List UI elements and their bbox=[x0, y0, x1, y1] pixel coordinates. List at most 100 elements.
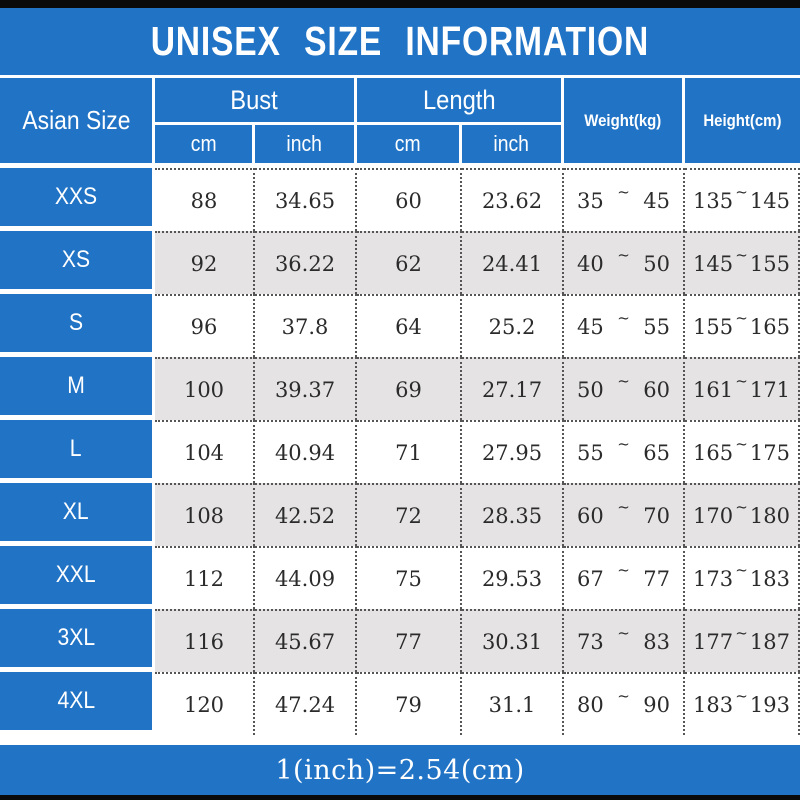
weight-range-cell: 45 ~ 55 bbox=[564, 294, 685, 357]
bust-cm-cell: 96 bbox=[155, 294, 255, 357]
weight-max-value: 70 bbox=[643, 503, 670, 528]
top-black-bar bbox=[0, 0, 800, 8]
length-cm-cell: 69 bbox=[357, 357, 462, 420]
header-bust-inch: inch bbox=[255, 125, 357, 163]
height-range-cell: 170 ~ 180 bbox=[685, 483, 800, 546]
height-range-cell: 135 ~ 145 bbox=[685, 168, 800, 231]
conversion-note: 1(inch)=2.54(cm) bbox=[275, 754, 525, 786]
length-cm-cell: 64 bbox=[357, 294, 462, 357]
table-row: S 96 37.8 64 25.2 45 ~ 55 155 ~ 165 bbox=[0, 294, 800, 357]
size-label: 3XL bbox=[57, 624, 95, 651]
length-inch-cell: 27.95 bbox=[462, 420, 564, 483]
length-inch-cell: 28.35 bbox=[462, 483, 564, 546]
size-cell: 4XL bbox=[0, 672, 155, 735]
size-cell: L bbox=[0, 420, 155, 483]
bust-inch-cell: 40.94 bbox=[255, 420, 357, 483]
table-row: 4XL 120 47.24 79 31.1 80 ~ 90 183 ~ 193 bbox=[0, 672, 800, 735]
weight-max-value: 50 bbox=[643, 251, 670, 276]
size-cell: XL bbox=[0, 483, 155, 546]
tilde-symbol: ~ bbox=[735, 434, 748, 453]
length-inch-cell: 27.17 bbox=[462, 357, 564, 420]
header-bust-cm: cm bbox=[155, 125, 255, 163]
weight-min-value: 40 bbox=[577, 251, 604, 276]
length-inch-cell: 31.1 bbox=[462, 672, 564, 735]
length-cm-cell: 72 bbox=[357, 483, 462, 546]
tilde-symbol: ~ bbox=[735, 371, 748, 390]
header-height-label: Height(cm) bbox=[703, 110, 782, 130]
height-min-value: 173 bbox=[693, 566, 734, 591]
header-asian-size-label: Asian Size bbox=[21, 105, 131, 135]
weight-max-value: 83 bbox=[643, 629, 670, 654]
height-max-value: 183 bbox=[749, 566, 790, 591]
table-row: L 104 40.94 71 27.95 55 ~ 65 165 ~ 175 bbox=[0, 420, 800, 483]
height-max-value: 165 bbox=[749, 314, 790, 339]
height-range-cell: 161 ~ 171 bbox=[685, 357, 800, 420]
size-label: M bbox=[67, 372, 85, 399]
header-bust-inch-label: inch bbox=[286, 131, 323, 156]
header-weight: Weight(kg) bbox=[564, 78, 685, 163]
height-min-value: 170 bbox=[693, 503, 734, 528]
size-label: S bbox=[68, 309, 84, 336]
length-inch-cell: 25.2 bbox=[462, 294, 564, 357]
bust-inch-cell: 34.65 bbox=[255, 168, 357, 231]
table-row: M 100 39.37 69 27.17 50 ~ 60 161 ~ 171 bbox=[0, 357, 800, 420]
height-range-cell: 145 ~ 155 bbox=[685, 231, 800, 294]
table-rows: XXS 88 34.65 60 23.62 35 ~ 45 135 ~ 145 … bbox=[0, 168, 800, 735]
table-row: 3XL 116 45.67 77 30.31 73 ~ 83 177 ~ 187 bbox=[0, 609, 800, 672]
weight-min-value: 35 bbox=[577, 188, 604, 213]
bust-inch-cell: 44.09 bbox=[255, 546, 357, 609]
table-header: Asian Size Bust Length Weight(kg) Height… bbox=[0, 78, 800, 163]
tilde-symbol: ~ bbox=[735, 560, 748, 579]
tilde-symbol: ~ bbox=[617, 623, 630, 642]
height-max-value: 193 bbox=[749, 692, 790, 717]
weight-range-cell: 35 ~ 45 bbox=[564, 168, 685, 231]
header-weight-label: Weight(kg) bbox=[584, 110, 662, 130]
bottom-black-bar bbox=[0, 795, 800, 800]
header-bust-group: Bust bbox=[155, 78, 357, 125]
header-length-cm-label: cm bbox=[395, 131, 421, 156]
bust-inch-cell: 45.67 bbox=[255, 609, 357, 672]
weight-range-cell: 50 ~ 60 bbox=[564, 357, 685, 420]
header-length-inch-label: inch bbox=[493, 131, 530, 156]
size-label: XXL bbox=[56, 561, 96, 588]
tilde-symbol: ~ bbox=[735, 497, 748, 516]
bust-cm-cell: 116 bbox=[155, 609, 255, 672]
table-row: XS 92 36.22 62 24.41 40 ~ 50 145 ~ 155 bbox=[0, 231, 800, 294]
height-max-value: 187 bbox=[749, 629, 790, 654]
weight-range-cell: 67 ~ 77 bbox=[564, 546, 685, 609]
weight-range-cell: 73 ~ 83 bbox=[564, 609, 685, 672]
size-label: XS bbox=[61, 246, 91, 273]
bust-inch-cell: 39.37 bbox=[255, 357, 357, 420]
title-bar: UNISEX SIZE INFORMATION bbox=[0, 8, 800, 78]
weight-min-value: 67 bbox=[577, 566, 604, 591]
table-row: XXL 112 44.09 75 29.53 67 ~ 77 173 ~ 183 bbox=[0, 546, 800, 609]
height-min-value: 145 bbox=[693, 251, 734, 276]
length-cm-cell: 60 bbox=[357, 168, 462, 231]
tilde-symbol: ~ bbox=[735, 308, 748, 327]
size-cell: S bbox=[0, 294, 155, 357]
height-min-value: 183 bbox=[693, 692, 734, 717]
height-min-value: 155 bbox=[693, 314, 734, 339]
length-inch-cell: 30.31 bbox=[462, 609, 564, 672]
footer-bar: 1(inch)=2.54(cm) bbox=[0, 745, 800, 795]
bust-cm-cell: 112 bbox=[155, 546, 255, 609]
header-bust-label: Bust bbox=[230, 84, 279, 115]
header-height: Height(cm) bbox=[685, 78, 800, 163]
tilde-symbol: ~ bbox=[735, 686, 748, 705]
header-length-label: Length bbox=[422, 84, 496, 115]
page-title: UNISEX SIZE INFORMATION bbox=[150, 18, 650, 64]
size-cell: XXL bbox=[0, 546, 155, 609]
length-cm-cell: 62 bbox=[357, 231, 462, 294]
header-asian-size: Asian Size bbox=[0, 78, 155, 163]
height-max-value: 171 bbox=[749, 377, 790, 402]
height-min-value: 135 bbox=[693, 188, 734, 213]
tilde-symbol: ~ bbox=[735, 623, 748, 642]
size-cell: XS bbox=[0, 231, 155, 294]
weight-min-value: 80 bbox=[577, 692, 604, 717]
size-label: XXS bbox=[54, 183, 98, 210]
height-range-cell: 183 ~ 193 bbox=[685, 672, 800, 735]
header-body-divider bbox=[0, 163, 800, 168]
height-min-value: 165 bbox=[693, 440, 734, 465]
height-min-value: 177 bbox=[693, 629, 734, 654]
height-max-value: 175 bbox=[749, 440, 790, 465]
